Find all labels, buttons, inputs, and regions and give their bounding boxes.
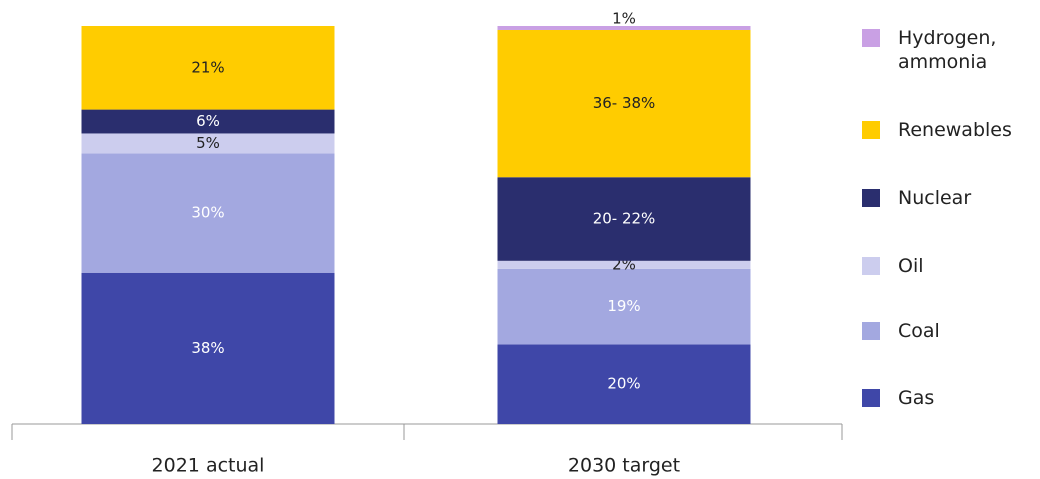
legend-label: Nuclear (898, 187, 972, 209)
data-label: 21% (191, 58, 224, 76)
legend-label: Gas (898, 387, 935, 409)
legend-label: Hydrogen, ammonia (898, 27, 997, 73)
bar-segment (497, 344, 751, 424)
bar-segment (81, 272, 335, 424)
bar-segment (497, 177, 751, 261)
legend-swatch (862, 389, 880, 407)
bar-segment (497, 268, 751, 345)
x-tick-label: 2030 target (568, 455, 680, 477)
bar-segment (497, 26, 751, 30)
legend-swatch (862, 322, 880, 340)
bar-segment (81, 153, 335, 273)
x-tick-label: 2021 actual (152, 455, 265, 477)
bar-segment (497, 260, 751, 269)
legend-swatch (862, 257, 880, 275)
data-label: 20% (607, 375, 640, 393)
legend-item: Nuclear (862, 186, 1028, 210)
data-label: 36- 38% (593, 94, 656, 112)
bar-segment (497, 29, 751, 178)
legend-item: Renewables (862, 118, 1028, 142)
data-label: 5% (196, 134, 220, 152)
legend-swatch (862, 29, 880, 47)
data-label: 19% (607, 297, 640, 315)
bar-segment (81, 133, 335, 154)
chart: 2021 actual 38% 30% 5% 6% 21% 2030 target 20% 19… (11, 10, 843, 477)
legend-swatch (862, 189, 880, 207)
legend-label: Coal (898, 320, 940, 342)
legend-label: Oil (898, 255, 924, 277)
data-label: 6% (196, 112, 220, 130)
legend-item: Coal (862, 319, 1028, 343)
data-label: 1% (612, 10, 636, 28)
data-label: 38% (191, 339, 224, 357)
legend-item: Hydrogen, ammonia (862, 26, 1028, 74)
legend-item: Oil (862, 254, 1028, 278)
data-label: 20- 22% (593, 210, 656, 228)
legend-label: Renewables (898, 119, 1012, 141)
bar-segment (81, 109, 335, 134)
legend-item: Gas (862, 386, 1028, 410)
legend-swatch (862, 121, 880, 139)
bar-segment (81, 26, 335, 110)
data-label: 30% (191, 204, 224, 222)
